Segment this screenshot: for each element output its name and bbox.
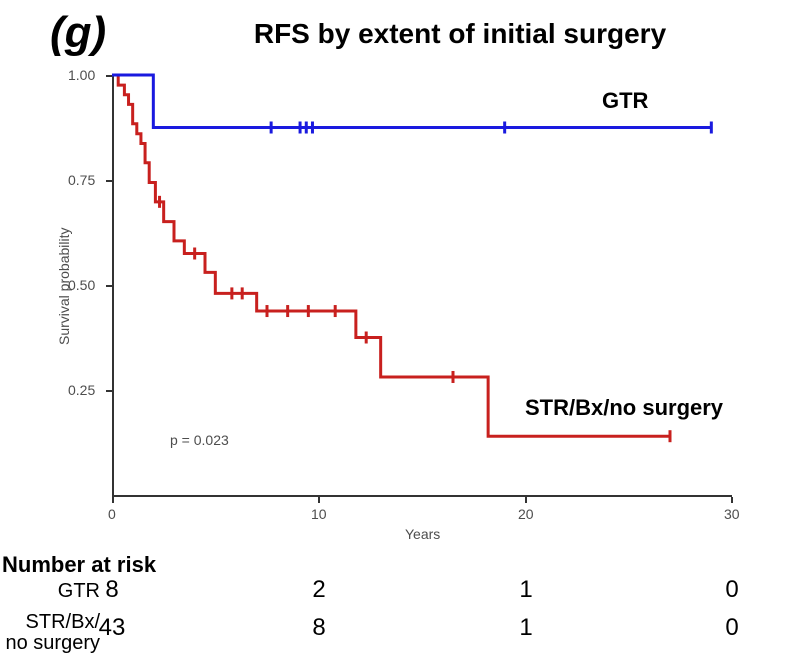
nar-cell: 0 xyxy=(717,614,747,642)
nar-cell: 8 xyxy=(97,576,127,604)
x-tick xyxy=(318,497,320,503)
y-tick-label: 0.50 xyxy=(68,277,95,293)
x-tick xyxy=(731,497,733,503)
nar-row-label-str: STR/Bx/ no surgery xyxy=(0,612,100,654)
nar-cell: 1 xyxy=(511,614,541,642)
y-tick-label: 0.75 xyxy=(68,172,95,188)
nar-cell: 8 xyxy=(304,614,334,642)
y-axis-label: Survival probability xyxy=(56,228,72,346)
number-at-risk-title: Number at risk xyxy=(2,552,156,578)
nar-cell: 1 xyxy=(511,576,541,604)
x-axis-line xyxy=(112,495,732,497)
nar-cell: 0 xyxy=(717,576,747,604)
km-plot xyxy=(112,75,732,495)
x-tick xyxy=(525,497,527,503)
x-tick-label: 20 xyxy=(518,506,534,522)
nar-row-label-gtr: GTR xyxy=(0,580,100,603)
y-tick-label: 0.25 xyxy=(68,382,95,398)
panel-letter: (g) xyxy=(50,8,106,58)
nar-cell: 2 xyxy=(304,576,334,604)
nar-cell: 43 xyxy=(92,614,132,642)
y-tick-label: 1.00 xyxy=(68,67,95,83)
x-tick-label: 0 xyxy=(108,506,116,522)
x-axis-label: Years xyxy=(405,526,440,542)
x-tick-label: 30 xyxy=(724,506,740,522)
chart-title: RFS by extent of initial surgery xyxy=(190,18,730,50)
x-tick xyxy=(112,497,114,503)
x-tick-label: 10 xyxy=(311,506,327,522)
